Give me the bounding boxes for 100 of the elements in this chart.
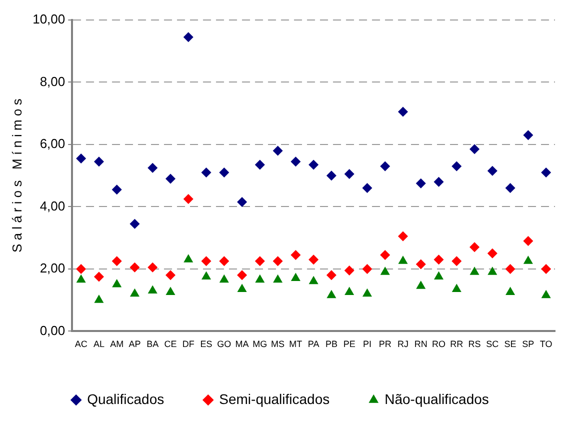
x-tick-label: PB (325, 339, 338, 350)
point (362, 183, 372, 194)
point (184, 254, 194, 262)
point (201, 167, 212, 178)
point (505, 264, 516, 274)
point (308, 160, 319, 170)
point (362, 264, 372, 274)
point (254, 160, 265, 170)
x-tick-label: BA (146, 339, 159, 350)
point (398, 106, 408, 117)
x-tick-label: SC (486, 339, 500, 350)
y-axis-title: S a l á r i o s M í n i m o s (9, 98, 24, 253)
point (470, 144, 480, 154)
point (506, 286, 516, 296)
point (94, 272, 104, 282)
x-tick-label: PI (362, 339, 372, 350)
point (434, 176, 444, 187)
point (112, 184, 122, 195)
point (130, 288, 140, 297)
y-tick-label: 8,00 (40, 74, 66, 89)
point (523, 256, 533, 264)
point (165, 174, 176, 184)
point (380, 250, 390, 260)
point (254, 256, 265, 266)
point (541, 290, 551, 298)
point (434, 271, 444, 280)
point (344, 169, 354, 180)
y-tick-label: 0,00 (40, 322, 66, 338)
x-tick-label: ES (200, 339, 212, 350)
point (112, 279, 122, 288)
point (148, 262, 158, 272)
point (452, 256, 462, 266)
x-tick-label: RO (432, 339, 446, 350)
point (452, 161, 462, 172)
point (380, 266, 390, 275)
x-tick-label: GO (217, 339, 232, 350)
point (290, 250, 301, 260)
point (470, 242, 480, 252)
point (362, 288, 372, 297)
y-tick-label: 4,00 (40, 198, 66, 214)
point (165, 270, 176, 280)
point (541, 167, 552, 178)
x-tick-label: RR (450, 339, 464, 350)
x-tick-label: SP (522, 339, 534, 350)
point (505, 183, 516, 194)
y-tick-label: 2,00 (40, 260, 66, 276)
point (219, 274, 229, 283)
point (202, 271, 212, 280)
point (219, 256, 230, 266)
point (148, 285, 158, 294)
point (416, 259, 426, 270)
x-tick-label: RS (468, 339, 481, 350)
x-tick-label: MS (271, 339, 285, 350)
point (130, 262, 140, 272)
point (398, 231, 408, 242)
point (398, 256, 408, 264)
y-tick-label: 6,00 (40, 136, 66, 152)
point (416, 280, 426, 289)
point (308, 276, 318, 284)
x-tick-label: AC (74, 339, 88, 350)
x-tick-label: AL (93, 339, 104, 350)
x-tick-label: AP (128, 339, 141, 350)
point (452, 284, 462, 292)
point (237, 284, 247, 292)
point (326, 290, 336, 298)
x-tick-label: PR (378, 339, 392, 350)
point (201, 256, 212, 266)
point (326, 270, 336, 280)
point (541, 264, 552, 274)
point (219, 167, 230, 178)
point (487, 166, 498, 176)
point (166, 286, 176, 296)
point (416, 178, 426, 188)
point (76, 274, 86, 283)
point (130, 218, 140, 229)
point (434, 254, 444, 265)
x-tick-label: CE (164, 339, 177, 350)
point (380, 161, 390, 172)
point (344, 286, 354, 296)
point (523, 130, 534, 140)
point (290, 272, 300, 282)
point (237, 270, 248, 280)
point (183, 194, 194, 204)
x-tick-label: DF (182, 339, 195, 350)
point (488, 266, 498, 275)
point (326, 170, 336, 181)
x-tick-label: MT (289, 339, 303, 350)
point (470, 266, 480, 275)
point (148, 162, 158, 173)
legend-label: Semi-qualificados (219, 390, 330, 407)
x-tick-label: RJ (397, 339, 408, 350)
point (94, 294, 104, 303)
legend-label: Qualificados (87, 390, 164, 407)
point (487, 248, 498, 258)
point (255, 274, 265, 283)
x-tick-label: AM (110, 339, 124, 350)
point (272, 146, 283, 156)
x-tick-label: PE (343, 339, 356, 350)
point (308, 254, 319, 265)
point (76, 153, 86, 164)
